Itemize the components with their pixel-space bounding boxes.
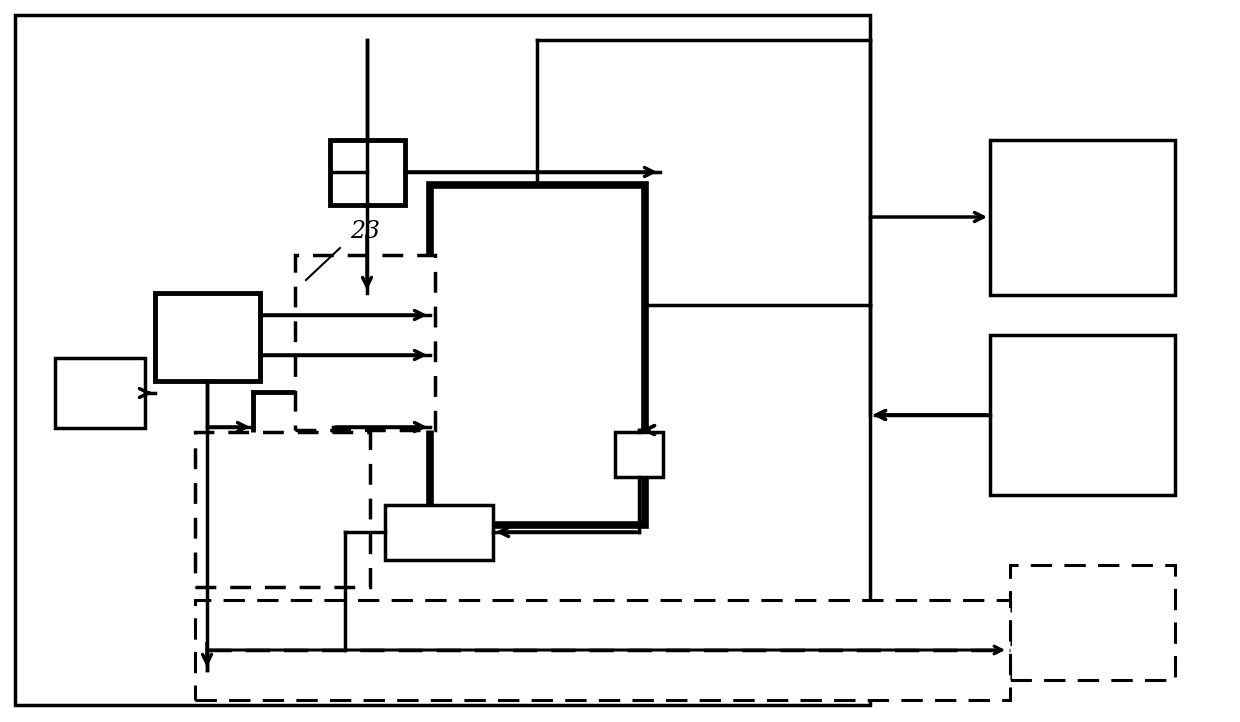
Bar <box>195 600 1011 700</box>
Bar <box>15 15 870 705</box>
Bar <box>430 185 645 525</box>
Bar <box>384 505 494 560</box>
Bar <box>615 432 663 477</box>
Bar <box>330 140 405 205</box>
Bar <box>253 392 334 462</box>
Bar <box>990 335 1176 495</box>
Bar <box>990 140 1176 295</box>
Bar <box>295 255 435 430</box>
Bar <box>155 293 260 381</box>
Bar <box>195 432 370 587</box>
Bar <box>1011 565 1176 680</box>
Bar <box>55 358 145 428</box>
Text: 23: 23 <box>350 220 379 243</box>
